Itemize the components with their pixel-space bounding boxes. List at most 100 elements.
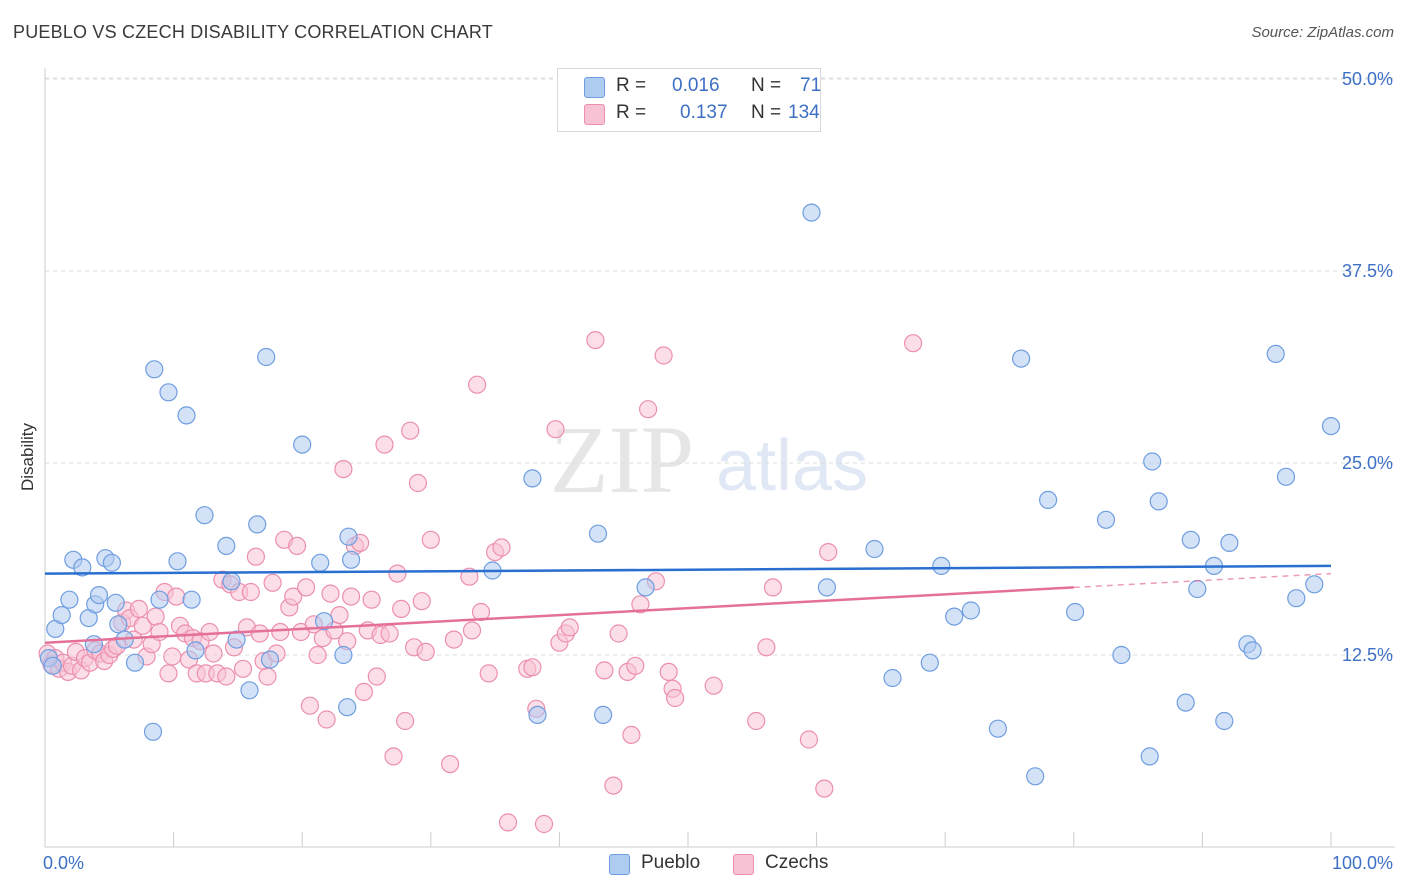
czechs-point	[665, 688, 685, 708]
pueblo-point	[1243, 641, 1262, 660]
pueblo-point	[1140, 747, 1159, 766]
pueblo-point	[240, 681, 259, 700]
y-tick-label: 37.5%	[1342, 261, 1393, 281]
pueblo-point	[865, 539, 884, 559]
czechs-point	[546, 420, 565, 439]
pueblo-point	[1143, 452, 1162, 471]
czechs-point	[704, 676, 723, 695]
pueblo-point	[145, 360, 164, 379]
czechs-point	[654, 346, 673, 365]
czechs-point	[233, 659, 253, 678]
r-label: R =	[616, 102, 647, 123]
x-tick-label: 100.0%	[1332, 853, 1393, 873]
n-label: N =	[751, 102, 782, 123]
r-label: R =	[616, 75, 647, 96]
y-tick-labels: 12.5% 25.0% 37.5% 50.0%	[1342, 69, 1393, 665]
r-value: 0.016	[672, 75, 720, 96]
watermark-atlas: atlas	[716, 426, 868, 506]
czechs-point	[799, 730, 819, 749]
pueblo-point	[1287, 589, 1306, 608]
n-value: 71	[800, 75, 822, 96]
pueblo-point	[293, 435, 312, 454]
czechs-point	[460, 567, 479, 586]
watermark-zip: ZIP	[550, 406, 694, 513]
czechs-point	[604, 776, 623, 795]
r-value: 0.137	[680, 102, 728, 123]
pueblo-point	[159, 383, 178, 402]
pueblo-point	[1220, 533, 1239, 553]
czechs-point	[659, 662, 678, 682]
stats-legend: R = 0.016 N = 71 R = 0.137 N = 134	[557, 68, 821, 132]
czechs-point	[444, 630, 463, 649]
pueblo-point	[1321, 417, 1341, 436]
czechs-point	[362, 590, 381, 609]
czechs-point	[401, 421, 420, 440]
pueblo-point	[260, 650, 280, 669]
pueblo-point	[945, 607, 964, 626]
czechs-point	[334, 460, 353, 479]
axes	[44, 68, 1395, 848]
pueblo-swatch	[609, 854, 630, 875]
source-label: Source: ZipAtlas.com	[1251, 24, 1394, 41]
x-tick-labels: 0.0% 100.0%	[43, 853, 1393, 873]
pueblo-point	[1038, 490, 1058, 509]
legend-label: Pueblo	[641, 852, 701, 873]
czechs-point	[321, 584, 340, 603]
pueblo-point	[817, 578, 837, 597]
pueblo-point	[342, 550, 361, 569]
pueblo-point	[1026, 767, 1045, 786]
pueblo-point	[177, 406, 196, 425]
czechs-point	[609, 624, 628, 643]
pueblo-point	[311, 553, 330, 572]
czechs-point	[258, 667, 277, 686]
czechs-point	[354, 682, 373, 702]
n-value: 134	[788, 102, 820, 123]
pueblo-point	[1096, 510, 1116, 529]
pueblo-point	[89, 585, 109, 605]
czechs-point	[626, 656, 645, 675]
czechs-point	[284, 587, 303, 606]
pueblo-point	[1276, 467, 1296, 486]
chart-title: PUEBLO VS CZECH DISABILITY CORRELATION C…	[13, 22, 493, 42]
pueblo-point	[248, 515, 267, 534]
y-tick-label: 50.0%	[1342, 69, 1393, 89]
pueblo-point	[920, 653, 939, 672]
czechs-point	[308, 645, 327, 665]
n-label: N =	[751, 75, 782, 96]
czechs-point	[317, 710, 336, 729]
czechs-point	[638, 400, 658, 419]
czechs-point	[288, 536, 307, 556]
czechs-point	[217, 667, 236, 686]
czechs-point	[263, 573, 282, 592]
pueblo-point	[150, 590, 169, 609]
czechs-point	[342, 587, 361, 606]
pueblo-point	[227, 630, 246, 649]
czechs-point	[200, 622, 219, 642]
czechs-point	[241, 582, 260, 602]
pueblo-point	[84, 635, 104, 654]
pueblo-swatch	[584, 77, 605, 98]
czechs-point	[421, 530, 440, 549]
czechs-point	[163, 647, 182, 666]
pueblo-point	[1305, 575, 1324, 594]
czechs-point	[250, 624, 269, 643]
czechs-trend-extension	[1073, 572, 1332, 589]
czechs-point	[167, 587, 186, 606]
pueblo-point	[1266, 344, 1285, 363]
pueblo-point	[932, 556, 951, 576]
czechs-point	[129, 599, 148, 619]
czechs-point	[757, 638, 776, 657]
pueblo-point	[315, 612, 334, 631]
czechs-points	[38, 331, 923, 834]
pueblo-point	[961, 601, 981, 620]
czechs-point	[367, 667, 386, 686]
czechs-point	[246, 547, 265, 566]
czechs-swatch	[584, 104, 605, 125]
pueblo-point	[182, 590, 201, 609]
pueblo-point	[528, 705, 547, 725]
czechs-point	[146, 607, 165, 626]
pueblo-point	[43, 656, 62, 675]
czechs-point	[622, 725, 641, 745]
pueblo-point	[195, 506, 214, 525]
czechs-point	[462, 621, 482, 640]
